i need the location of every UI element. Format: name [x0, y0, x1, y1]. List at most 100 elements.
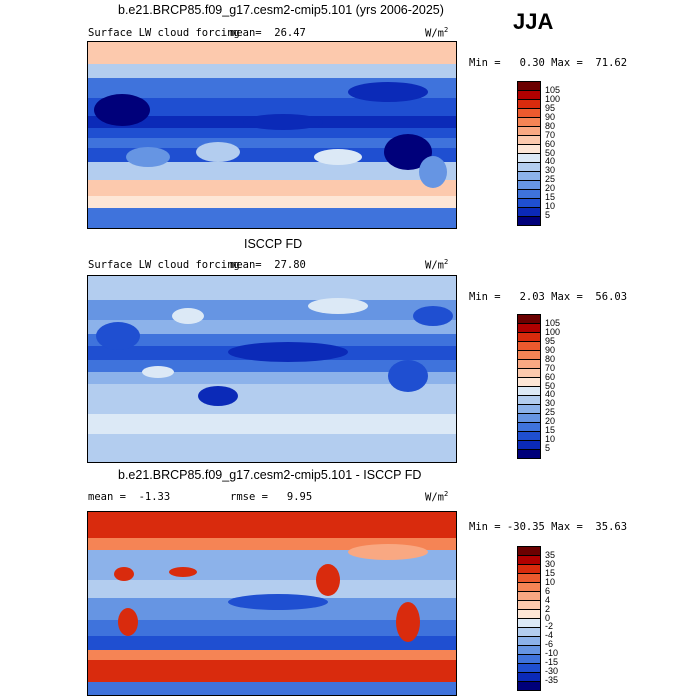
colorbar-swatch: [518, 441, 540, 450]
colorbar-swatch: [518, 396, 540, 405]
colorbar-tick-label: 30: [545, 398, 556, 409]
colorbar-swatch: [518, 369, 540, 378]
colorbar-tick-label: 25: [545, 174, 556, 185]
colorbar-swatch: [518, 592, 540, 601]
panel1-units: W/m2: [425, 26, 449, 40]
colorbar-tick-label: 105: [545, 317, 561, 328]
colorbar-swatch: [518, 145, 540, 154]
colorbar-tick-label: -2: [545, 621, 554, 632]
colorbar-tick-label: 10: [545, 201, 556, 212]
panel1-map: [87, 41, 457, 229]
colorbar-tick-label: 15: [545, 567, 556, 578]
colorbar-tick-label: 5: [545, 443, 551, 454]
colorbar-tick-label: -15: [545, 657, 559, 668]
colorbar-swatch: [518, 565, 540, 574]
colorbar-tick-label: 100: [545, 93, 561, 104]
panel3-rmse: rmse = 9.95: [230, 491, 313, 503]
colorbar-swatch: [518, 619, 540, 628]
colorbar-tick-label: 60: [545, 138, 556, 149]
panel2-minmax: Min = 2.03 Max = 56.03: [469, 291, 628, 303]
colorbar-tick-label: 30: [545, 165, 556, 176]
colorbar-swatch: [518, 637, 540, 646]
colorbar-swatch: [518, 136, 540, 145]
panel2-map: [87, 275, 457, 463]
colorbar-tick-label: 15: [545, 192, 556, 203]
colorbar-tick-label: 70: [545, 129, 556, 140]
panel2-mean: mean= 27.80: [230, 259, 306, 271]
colorbar-tick-label: 95: [545, 335, 556, 346]
colorbar-swatch: [518, 432, 540, 441]
colorbar-swatch: [518, 673, 540, 682]
colorbar-tick-label: 0: [545, 612, 551, 623]
panel1-colorbar: [517, 81, 541, 226]
colorbar-swatch: [518, 172, 540, 181]
colorbar-tick-label: -35: [545, 675, 559, 686]
colorbar-swatch: [518, 387, 540, 396]
panel2-colorbar: [517, 314, 541, 459]
colorbar-tick-label: -6: [545, 639, 554, 650]
colorbar-swatch: [518, 610, 540, 619]
colorbar-tick-label: 80: [545, 120, 556, 131]
colorbar-swatch: [518, 423, 540, 432]
colorbar-swatch: [518, 217, 540, 225]
colorbar-swatch: [518, 664, 540, 673]
panel1-subtitle: Surface LW cloud forcing: [88, 27, 240, 39]
colorbar-swatch: [518, 315, 540, 324]
colorbar-tick-label: 15: [545, 425, 556, 436]
colorbar-swatch: [518, 583, 540, 592]
colorbar-tick-label: 40: [545, 389, 556, 400]
colorbar-swatch: [518, 91, 540, 100]
colorbar-swatch: [518, 628, 540, 637]
colorbar-tick-label: 25: [545, 407, 556, 418]
colorbar-swatch: [518, 208, 540, 217]
panel3-units: W/m2: [425, 490, 449, 504]
colorbar-tick-label: 35: [545, 549, 556, 560]
colorbar-swatch: [518, 450, 540, 458]
colorbar-swatch: [518, 118, 540, 127]
panel2-subtitle: Surface LW cloud forcing: [88, 259, 240, 271]
colorbar-tick-label: 5: [545, 210, 551, 221]
colorbar-swatch: [518, 109, 540, 118]
panel2-map-field: [88, 276, 456, 462]
colorbar-tick-label: 2: [545, 603, 551, 614]
colorbar-swatch: [518, 682, 540, 690]
colorbar-swatch: [518, 82, 540, 91]
colorbar-tick-label: 90: [545, 111, 556, 122]
colorbar-swatch: [518, 601, 540, 610]
colorbar-tick-label: 100: [545, 326, 561, 337]
panel2-title: ISCCP FD: [244, 237, 303, 251]
colorbar-tick-label: 4: [545, 594, 551, 605]
panel3-minmax: Min = -30.35 Max = 35.63: [469, 521, 628, 533]
panel3-title: b.e21.BRCP85.f09_g17.cesm2-cmip5.101 - I…: [118, 468, 422, 482]
colorbar-tick-label: 90: [545, 344, 556, 355]
season-label: JJA: [513, 9, 554, 34]
panel3-map-field: [88, 512, 456, 695]
colorbar-tick-label: 20: [545, 183, 556, 194]
colorbar-swatch: [518, 342, 540, 351]
colorbar-tick-label: 10: [545, 576, 556, 587]
colorbar-swatch: [518, 154, 540, 163]
colorbar-swatch: [518, 556, 540, 565]
colorbar-swatch: [518, 646, 540, 655]
colorbar-tick-label: 6: [545, 585, 551, 596]
colorbar-swatch: [518, 127, 540, 136]
colorbar-tick-label: 50: [545, 147, 556, 158]
panel3-colorbar: [517, 546, 541, 691]
colorbar-swatch: [518, 351, 540, 360]
panel1-map-field: [88, 42, 456, 228]
colorbar-swatch: [518, 190, 540, 199]
colorbar-tick-label: 60: [545, 371, 556, 382]
panel1-minmax: Min = 0.30 Max = 71.62: [469, 57, 628, 69]
colorbar-swatch: [518, 547, 540, 556]
colorbar-tick-label: 20: [545, 416, 556, 427]
colorbar-swatch: [518, 324, 540, 333]
colorbar-swatch: [518, 181, 540, 190]
colorbar-tick-label: -30: [545, 666, 559, 677]
colorbar-swatch: [518, 199, 540, 208]
panel3-map: [87, 511, 457, 696]
colorbar-tick-label: -4: [545, 630, 554, 641]
colorbar-tick-label: 40: [545, 156, 556, 167]
colorbar-swatch: [518, 378, 540, 387]
colorbar-swatch: [518, 414, 540, 423]
colorbar-tick-label: 50: [545, 380, 556, 391]
